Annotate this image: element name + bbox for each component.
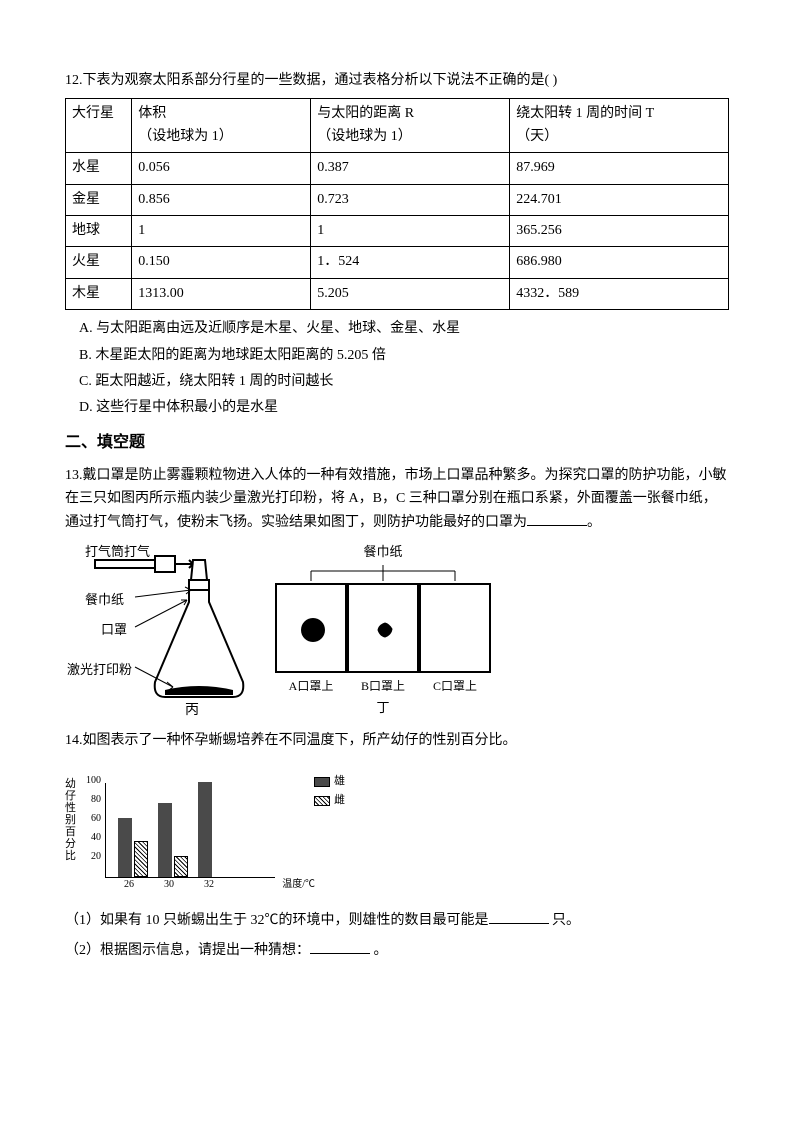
q14-blank-2	[310, 938, 370, 954]
y-tick: 60	[83, 811, 101, 827]
y-tick: 20	[83, 849, 101, 865]
q14-sub1: （1）如果有 10 只蜥蜴出生于 32℃的环境中，则雄性的数目最可能是 只。	[65, 908, 729, 932]
q14-chart: 幼仔性别百分比 263032温度/℃ 雄 雌 20406080100	[65, 768, 345, 898]
bar-雄	[118, 818, 132, 877]
q13-diagram: 打气筒打气 餐巾纸 口罩 激光打印粉 丙 餐巾纸 A口罩上	[65, 542, 729, 722]
x-tick: 32	[204, 877, 214, 893]
bar-雄	[158, 803, 172, 877]
table-cell: 地球	[66, 215, 132, 246]
legend-female: 雌	[314, 792, 345, 810]
q12-option-c: C. 距太阳越近，绕太阳转 1 周的时间越长	[79, 371, 729, 393]
box-b-label: B口罩上	[347, 677, 419, 696]
chart-area: 263032温度/℃	[105, 783, 275, 878]
spot-b	[375, 621, 395, 639]
y-tick: 40	[83, 830, 101, 846]
box-a-label: A口罩上	[275, 677, 347, 696]
box-row: A口罩上 B口罩上 C口罩上	[275, 583, 491, 696]
table-cell: 0.723	[311, 184, 510, 215]
x-tick: 26	[124, 877, 134, 893]
table-cell: 木星	[66, 278, 132, 309]
pump-label: 打气筒打气	[85, 542, 150, 563]
table-cell: 365.256	[510, 215, 729, 246]
mask-box-a	[275, 583, 347, 673]
table-row: 火星0.1501．524686.980	[66, 247, 729, 278]
legend-swatch-hatch	[314, 796, 330, 806]
bar-雌	[134, 841, 148, 877]
flask-svg	[65, 542, 255, 722]
th-volume: 体积（设地球为 1）	[132, 99, 311, 153]
th-distance: 与太阳的距离 R（设地球为 1）	[311, 99, 510, 153]
ding-label: 丁	[376, 698, 389, 719]
table-cell: 0.387	[311, 153, 510, 184]
napkin-top-label: 餐巾纸	[363, 542, 402, 563]
table-cell: 0.150	[132, 247, 311, 278]
bing-label: 丙	[185, 700, 199, 722]
table-cell: 0.856	[132, 184, 311, 215]
napkin-branches	[275, 565, 491, 583]
table-row: 水星0.0560.38787.969	[66, 153, 729, 184]
q12-table: 大行星 体积（设地球为 1） 与太阳的距离 R（设地球为 1） 绕太阳转 1 周…	[65, 98, 729, 310]
table-row: 地球11365.256	[66, 215, 729, 246]
table-cell: 224.701	[510, 184, 729, 215]
powder-label: 激光打印粉	[67, 660, 132, 681]
table-cell: 5.205	[311, 278, 510, 309]
table-row: 金星0.8560.723224.701	[66, 184, 729, 215]
section-2-title: 二、填空题	[65, 430, 729, 456]
legend-male: 雄	[314, 773, 345, 791]
q14-blank-1	[489, 908, 549, 924]
x-axis-label: 温度/℃	[282, 877, 315, 893]
mask-boxes: 餐巾纸 A口罩上 B口罩上	[275, 542, 491, 719]
table-cell: 水星	[66, 153, 132, 184]
box-c-label: C口罩上	[419, 677, 491, 696]
table-cell: 1．524	[311, 247, 510, 278]
q13-blank	[527, 510, 587, 526]
q12-option-d: D. 这些行星中体积最小的是水星	[79, 397, 729, 419]
table-cell: 火星	[66, 247, 132, 278]
x-tick: 30	[164, 877, 174, 893]
q12-option-b: B. 木星距太阳的距离为地球距太阳距离的 5.205 倍	[79, 345, 729, 367]
table-cell: 686.980	[510, 247, 729, 278]
table-body: 水星0.0560.38787.969金星0.8560.723224.701地球1…	[66, 153, 729, 310]
th-planet: 大行星	[66, 99, 132, 153]
q12-option-a: A. 与太阳距离由远及近顺序是木星、火星、地球、金星、水星	[79, 318, 729, 340]
spot-a	[301, 618, 325, 642]
bar-雄	[198, 782, 212, 877]
q12-stem: 12.下表为观察太阳系部分行星的一些数据，通过表格分析以下说法不正确的是( )	[65, 70, 729, 92]
table-cell: 87.969	[510, 153, 729, 184]
y-axis-label: 幼仔性别百分比	[65, 778, 79, 863]
mask-label: 口罩	[101, 620, 127, 641]
table-cell: 4332．589	[510, 278, 729, 309]
q13-stem: 13.戴口罩是防止雾霾颗粒物进入人体的一种有效措施，市场上口罩品种繁多。为探究口…	[65, 465, 729, 534]
y-tick: 80	[83, 792, 101, 808]
table-row: 木星1313.005.2054332．589	[66, 278, 729, 309]
mask-box-b	[347, 583, 419, 673]
legend: 雄 雌	[314, 773, 345, 812]
q14-sub2: （2）根据图示信息，请提出一种猜想： 。	[65, 938, 729, 962]
napkin-label: 餐巾纸	[85, 590, 124, 611]
table-cell: 1	[311, 215, 510, 246]
table-cell: 1313.00	[132, 278, 311, 309]
table-cell: 1	[132, 215, 311, 246]
bar-雌	[174, 856, 188, 877]
table-cell: 金星	[66, 184, 132, 215]
table-cell: 0.056	[132, 153, 311, 184]
mask-box-c	[419, 583, 491, 673]
table-header-row: 大行星 体积（设地球为 1） 与太阳的距离 R（设地球为 1） 绕太阳转 1 周…	[66, 99, 729, 153]
y-tick: 100	[83, 773, 101, 789]
q14-stem: 14.如图表示了一种怀孕蜥蜴培养在不同温度下，所产幼仔的性别百分比。	[65, 730, 729, 752]
flask-setup: 打气筒打气 餐巾纸 口罩 激光打印粉 丙	[65, 542, 255, 722]
th-period: 绕太阳转 1 周的时间 T（天）	[510, 99, 729, 153]
legend-swatch-solid	[314, 777, 330, 787]
